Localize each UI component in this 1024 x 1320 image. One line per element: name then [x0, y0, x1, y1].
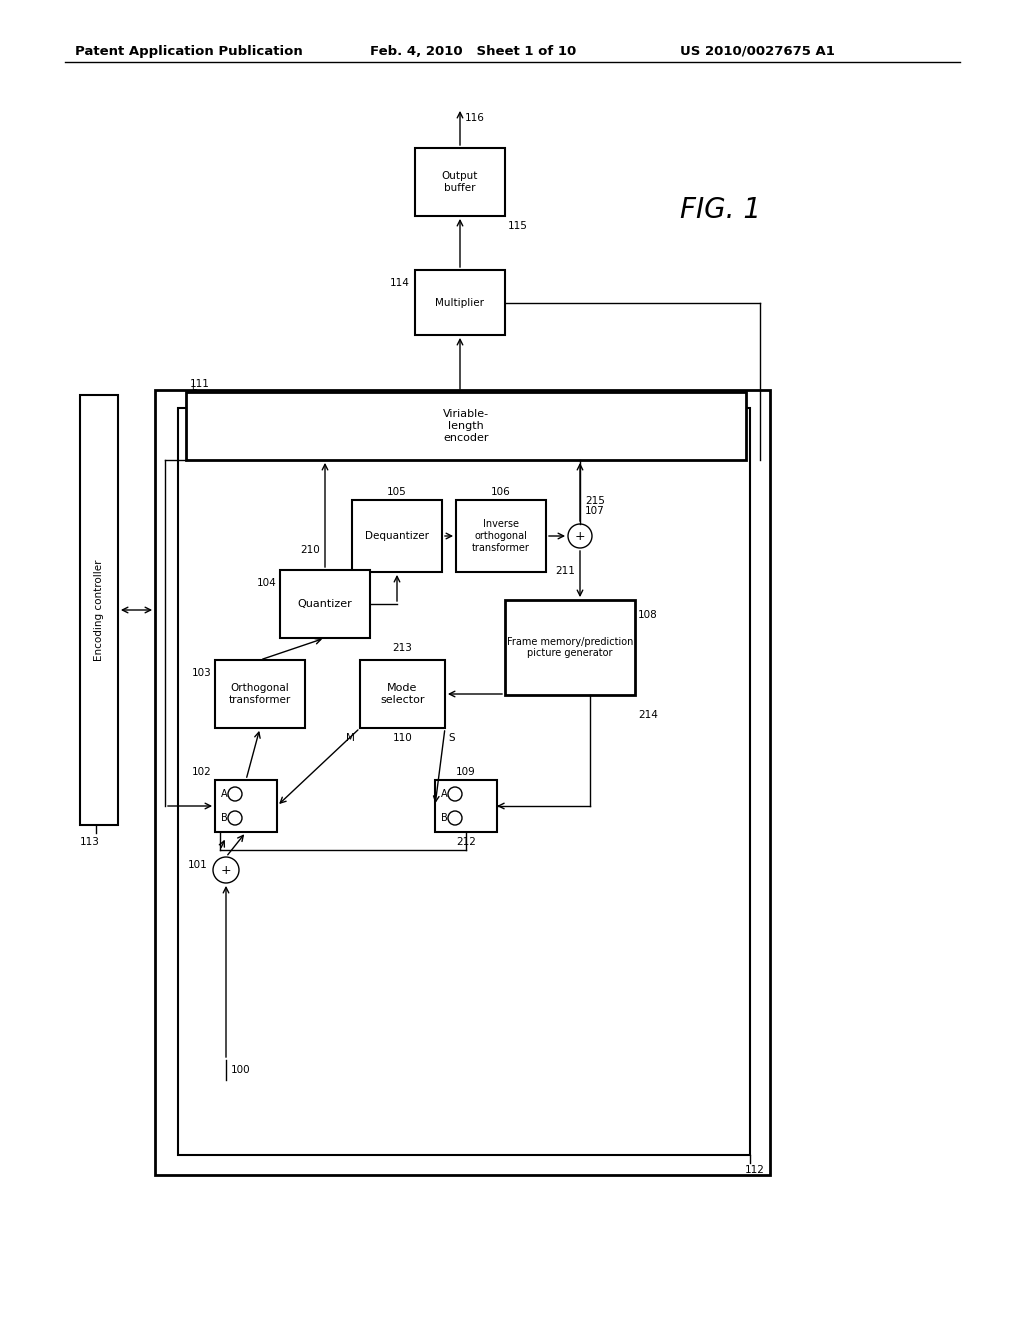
- Text: Dequantizer: Dequantizer: [365, 531, 429, 541]
- Circle shape: [449, 787, 462, 801]
- Text: 113: 113: [80, 837, 100, 847]
- Circle shape: [568, 524, 592, 548]
- Text: 213: 213: [392, 643, 413, 653]
- Text: 106: 106: [492, 487, 511, 498]
- Text: Mode
selector: Mode selector: [380, 684, 425, 705]
- Text: B: B: [441, 813, 447, 822]
- Text: A: A: [441, 789, 447, 799]
- Text: 112: 112: [745, 1166, 765, 1175]
- Text: 107: 107: [585, 506, 605, 516]
- Bar: [415, 148, 505, 216]
- Text: 110: 110: [392, 733, 413, 743]
- Text: 114: 114: [390, 279, 410, 288]
- Text: 212: 212: [456, 837, 476, 847]
- Bar: [435, 780, 497, 832]
- Text: +: +: [574, 529, 586, 543]
- Text: B: B: [221, 813, 227, 822]
- Text: +: +: [221, 863, 231, 876]
- Text: Inverse
orthogonal
transformer: Inverse orthogonal transformer: [472, 519, 530, 553]
- Text: 116: 116: [465, 114, 485, 123]
- Bar: [360, 660, 445, 729]
- Text: Viriable-
length
encoder: Viriable- length encoder: [443, 409, 489, 442]
- Bar: [178, 408, 750, 1155]
- Text: 215: 215: [585, 496, 605, 506]
- Text: 111: 111: [190, 379, 210, 389]
- Bar: [215, 660, 305, 729]
- Text: 100: 100: [231, 1065, 251, 1074]
- Text: 103: 103: [193, 668, 212, 678]
- Text: 101: 101: [188, 861, 208, 870]
- Bar: [186, 392, 746, 459]
- Text: 210: 210: [300, 545, 319, 554]
- Bar: [215, 780, 278, 832]
- Text: M: M: [346, 733, 355, 743]
- Bar: [352, 500, 442, 572]
- Text: A: A: [221, 789, 227, 799]
- Bar: [280, 570, 370, 638]
- Text: └: └: [189, 385, 196, 395]
- Circle shape: [449, 810, 462, 825]
- Text: 211: 211: [555, 566, 575, 576]
- Text: Quantizer: Quantizer: [298, 599, 352, 609]
- Text: Patent Application Publication: Patent Application Publication: [75, 45, 303, 58]
- Text: 102: 102: [193, 767, 212, 777]
- Text: S: S: [449, 733, 455, 743]
- Text: 108: 108: [638, 610, 657, 620]
- Circle shape: [228, 810, 242, 825]
- Text: 214: 214: [638, 710, 657, 719]
- Bar: [505, 601, 635, 696]
- Bar: [456, 500, 546, 572]
- Text: Feb. 4, 2010   Sheet 1 of 10: Feb. 4, 2010 Sheet 1 of 10: [370, 45, 577, 58]
- Text: Orthogonal
transformer: Orthogonal transformer: [229, 684, 291, 705]
- Text: Frame memory/prediction
picture generator: Frame memory/prediction picture generato…: [507, 636, 633, 659]
- Circle shape: [213, 857, 239, 883]
- Text: Output
buffer: Output buffer: [441, 172, 478, 193]
- Text: US 2010/0027675 A1: US 2010/0027675 A1: [680, 45, 835, 58]
- Text: 105: 105: [387, 487, 407, 498]
- Bar: [80, 395, 118, 825]
- Bar: [155, 389, 770, 1175]
- Text: 104: 104: [257, 578, 278, 587]
- Text: 109: 109: [456, 767, 476, 777]
- Text: FIG. 1: FIG. 1: [680, 195, 761, 224]
- Text: 115: 115: [508, 220, 528, 231]
- Bar: [415, 271, 505, 335]
- Text: Encoding controller: Encoding controller: [94, 560, 104, 661]
- Text: Multiplier: Multiplier: [435, 297, 484, 308]
- Circle shape: [228, 787, 242, 801]
